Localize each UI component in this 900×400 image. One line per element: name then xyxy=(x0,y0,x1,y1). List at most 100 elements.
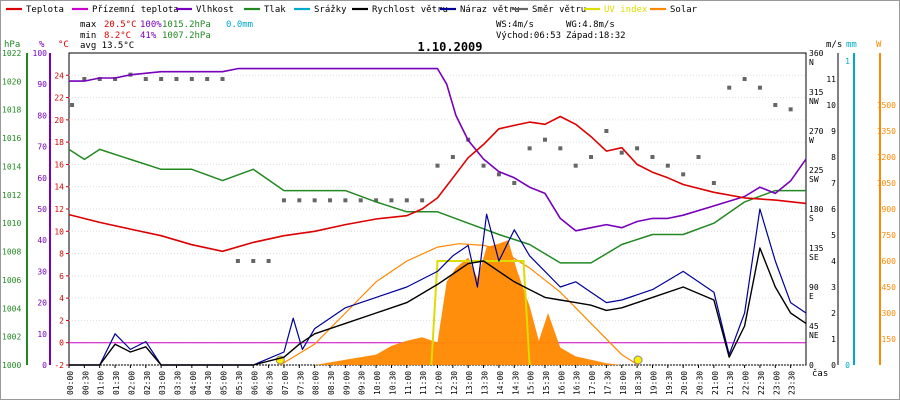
tick-label-wm2: 1050 xyxy=(877,179,896,188)
tick-label-wm2: 450 xyxy=(882,283,897,292)
tick-label-pct: 40 xyxy=(37,236,47,245)
tick-label-ms: 0 xyxy=(831,361,836,370)
x-axis-label: čas xyxy=(812,368,828,379)
series-wind-dir-point xyxy=(665,163,670,168)
tick-label-dir: 270 xyxy=(809,127,824,136)
tick-label-x: 18:00 xyxy=(619,371,628,395)
series-wind-dir-point xyxy=(281,198,286,203)
legend-label: Teplota xyxy=(26,5,64,15)
tick-label-dir: 180 xyxy=(809,205,824,214)
tick-label-hpa: 1018 xyxy=(2,106,21,115)
stat-min-press: 1007.2hPa xyxy=(162,31,211,41)
series-wind-dir-point xyxy=(404,198,409,203)
series-wind-dir-point xyxy=(619,150,624,155)
sunset-marker xyxy=(633,355,643,365)
axis-mm-unit: mm xyxy=(846,40,857,50)
series-humidity-line xyxy=(69,67,807,232)
tick-label-dir: 225 xyxy=(809,166,824,175)
series-solar-area xyxy=(314,240,622,365)
legend-item-rychlost-vetru: Rychlost větru xyxy=(352,5,448,15)
series-wind-dir-point xyxy=(343,198,348,203)
series-wind-dir-point xyxy=(788,107,793,112)
series-wind-dir-point xyxy=(727,85,732,90)
tick-label-hpa: 1002 xyxy=(2,333,21,342)
tick-label-pct: 70 xyxy=(37,143,47,152)
tick-label-temp: -2 xyxy=(54,361,64,370)
tick-label-hpa: 1008 xyxy=(2,248,21,257)
tick-label-temp: 16 xyxy=(54,160,64,169)
stat-min-label: min xyxy=(80,31,96,41)
tick-label-dir: 360 xyxy=(809,49,824,58)
stat-max-label: max xyxy=(80,20,97,30)
legend-item-prizemni-teplota: Přízemní teplota xyxy=(72,5,179,15)
tick-label-pct: 60 xyxy=(37,174,47,183)
tick-label-ms: 11 xyxy=(826,75,836,84)
plot-border xyxy=(68,52,807,366)
tick-label-x: 02:30 xyxy=(143,371,152,395)
legend-label: Směr větru xyxy=(532,5,586,15)
tick-label-hpa: 1022 xyxy=(2,49,21,58)
tick-label-x: 19:00 xyxy=(649,371,658,395)
tick-label-x: 08:30 xyxy=(327,371,336,395)
tick-label-ms: 1 xyxy=(831,335,836,344)
legend-item-naraz-vetru: Náraz větru xyxy=(440,5,520,15)
tick-label-x: 12:00 xyxy=(435,371,444,395)
tick-label-x: 13:00 xyxy=(465,371,474,395)
series-wind-dir-point xyxy=(328,198,333,203)
legend-label: Rychlost větru xyxy=(372,5,448,15)
tick-label-dir: 45 xyxy=(809,322,819,331)
tick-label-dir-compass: SE xyxy=(809,253,819,262)
tick-label-dir-compass: S xyxy=(809,214,814,223)
tick-label-x: 15:30 xyxy=(542,371,551,395)
tick-label-pct: 0 xyxy=(42,361,47,370)
tick-label-x: 00:00 xyxy=(66,371,75,395)
tick-label-dir: 315 xyxy=(809,88,824,97)
tick-label-x: 20:30 xyxy=(696,371,705,395)
tick-label-x: 12:30 xyxy=(450,371,459,395)
series-wind-dir-point xyxy=(420,198,425,203)
tick-label-x: 21:30 xyxy=(726,371,735,395)
tick-label-ms: 5 xyxy=(831,231,836,240)
legend-label: Náraz větru xyxy=(460,5,520,15)
legend-label: UV index xyxy=(604,5,648,15)
tick-label-x: 18:30 xyxy=(634,371,643,395)
stat-sunrise: Východ:06:53 xyxy=(496,31,561,41)
tick-label-ms: 4 xyxy=(831,257,836,266)
series-wind-dir-point xyxy=(542,137,547,142)
tick-label-dir-compass: NW xyxy=(809,97,819,106)
stat-avg: avg 13.5°C xyxy=(80,41,134,51)
axis-temp-unit: °C xyxy=(58,40,69,50)
tick-label-dir-compass: NE xyxy=(809,331,819,340)
series-wind-dir-point xyxy=(70,103,75,107)
tick-label-temp: 6 xyxy=(59,272,64,281)
series-temperature-line xyxy=(68,115,807,253)
tick-label-x: 22:00 xyxy=(742,371,751,395)
series-wind-dir-point xyxy=(512,181,517,185)
legend-label: Vlhkost xyxy=(196,5,234,15)
series-wind-dir-point xyxy=(589,155,594,159)
stat-max-press: 1015.2hPa xyxy=(162,20,211,30)
chart-title: 1.10.2009 xyxy=(417,40,482,54)
series-wind-dir-point xyxy=(205,77,210,81)
legend-item-vlhkost: Vlhkost xyxy=(176,5,234,15)
series-wind-dir-point xyxy=(143,77,148,81)
tick-label-x: 10:00 xyxy=(373,371,382,395)
legend-label: Solar xyxy=(670,5,698,15)
tick-label-temp: 14 xyxy=(54,183,64,192)
series-wind-dir-point xyxy=(82,77,87,81)
tick-label-temp: 4 xyxy=(59,294,64,303)
tick-label-mm: 1 xyxy=(845,57,850,66)
tick-label-dir: 0 xyxy=(809,361,814,370)
tick-label-hpa: 1016 xyxy=(2,134,21,143)
tick-label-dir: 135 xyxy=(809,244,824,253)
axis-wm2-unit: W xyxy=(876,40,882,50)
tick-label-wm2: 900 xyxy=(882,205,897,214)
tick-label-hpa: 1004 xyxy=(2,304,21,313)
series-wind-dir-point xyxy=(235,259,240,263)
tick-label-hpa: 1014 xyxy=(2,162,21,171)
legend-label: Přízemní teplota xyxy=(92,5,179,15)
tick-label-x: 03:30 xyxy=(173,371,182,395)
tick-label-x: 05:30 xyxy=(235,371,244,395)
stat-ws: WS:4m/s xyxy=(496,20,534,30)
tick-label-temp: 10 xyxy=(54,227,64,236)
